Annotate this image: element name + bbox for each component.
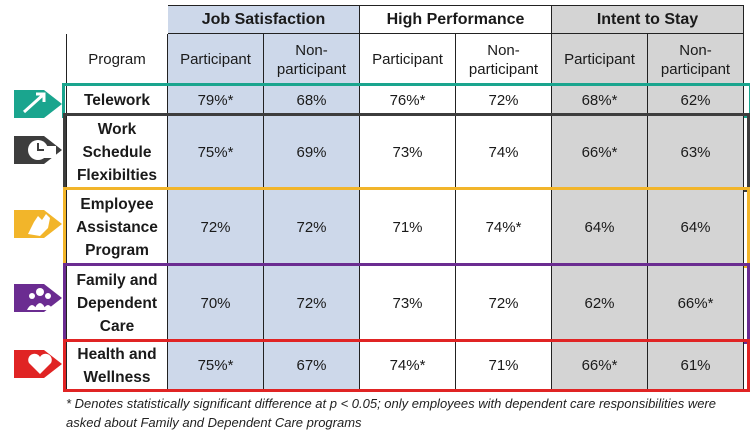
value-cell: 71% bbox=[456, 342, 552, 390]
program-name: Employee Assistance Program bbox=[66, 190, 168, 266]
value-cell: 72% bbox=[264, 266, 360, 342]
value-cell: 79%* bbox=[168, 86, 264, 116]
sub-header-non-participant: Non-participant bbox=[456, 34, 552, 86]
sub-header-participant: Participant bbox=[168, 34, 264, 86]
value-cell: 62% bbox=[552, 266, 648, 342]
sub-header-participant: Participant bbox=[360, 34, 456, 86]
value-cell: 64% bbox=[648, 190, 744, 266]
value-cell: 73% bbox=[360, 266, 456, 342]
sub-header-participant: Participant bbox=[552, 34, 648, 86]
value-cell: 69% bbox=[264, 116, 360, 190]
program-column-header: Program bbox=[66, 34, 168, 86]
clock-calendar-icon bbox=[14, 132, 64, 168]
family-icon bbox=[14, 280, 64, 316]
value-cell: 72% bbox=[264, 190, 360, 266]
value-cell: 71% bbox=[360, 190, 456, 266]
value-cell: 66%* bbox=[552, 342, 648, 390]
footnote: * Denotes statistically significant diff… bbox=[66, 396, 716, 430]
value-cell: 68%* bbox=[552, 86, 648, 116]
group-header-row: Job Satisfaction High Performance Intent… bbox=[66, 5, 746, 34]
value-cell: 75%* bbox=[168, 342, 264, 390]
value-cell: 70% bbox=[168, 266, 264, 342]
value-cell: 66%* bbox=[648, 266, 744, 342]
value-cell: 64% bbox=[552, 190, 648, 266]
value-cell: 74%* bbox=[360, 342, 456, 390]
value-cell: 75%* bbox=[168, 116, 264, 190]
value-cell: 63% bbox=[648, 116, 744, 190]
value-cell: 68% bbox=[264, 86, 360, 116]
value-cell: 62% bbox=[648, 86, 744, 116]
heart-icon bbox=[14, 346, 64, 382]
header-blank bbox=[66, 5, 168, 34]
table-row-family-dependent-care: Family and Dependent Care 70% 72% 73% 72… bbox=[63, 263, 750, 344]
value-cell: 72% bbox=[168, 190, 264, 266]
helping-hand-icon bbox=[14, 206, 64, 242]
value-cell: 61% bbox=[648, 342, 744, 390]
results-table: Job Satisfaction High Performance Intent… bbox=[62, 5, 750, 392]
group-high-performance: High Performance bbox=[360, 5, 552, 34]
program-name: Telework bbox=[66, 86, 168, 116]
value-cell: 74% bbox=[456, 116, 552, 190]
table-row-employee-assistance: Employee Assistance Program 72% 72% 71% … bbox=[63, 187, 750, 268]
table-row-telework: Telework 79%* 68% 76%* 72% 68%* 62% bbox=[62, 83, 750, 118]
value-cell: 73% bbox=[360, 116, 456, 190]
telework-icon bbox=[14, 86, 64, 122]
value-cell: 72% bbox=[456, 86, 552, 116]
sub-header-non-participant: Non-participant bbox=[264, 34, 360, 86]
sub-header-non-participant: Non-participant bbox=[648, 34, 744, 86]
table-row-work-schedule: Work Schedule Flexibilties 75%* 69% 73% … bbox=[63, 113, 750, 192]
sub-header-row: Program Participant Non-participant Part… bbox=[66, 34, 746, 86]
value-cell: 66%* bbox=[552, 116, 648, 190]
value-cell: 72% bbox=[456, 266, 552, 342]
value-cell: 67% bbox=[264, 342, 360, 390]
value-cell: 76%* bbox=[360, 86, 456, 116]
group-intent-to-stay: Intent to Stay bbox=[552, 5, 744, 34]
program-name: Family and Dependent Care bbox=[66, 266, 168, 342]
value-cell: 74%* bbox=[456, 190, 552, 266]
group-job-satisfaction: Job Satisfaction bbox=[168, 5, 360, 34]
table-row-health-wellness: Health and Wellness 75%* 67% 74%* 71% 66… bbox=[63, 339, 750, 392]
program-name: Health and Wellness bbox=[66, 342, 168, 390]
program-name: Work Schedule Flexibilties bbox=[66, 116, 168, 190]
